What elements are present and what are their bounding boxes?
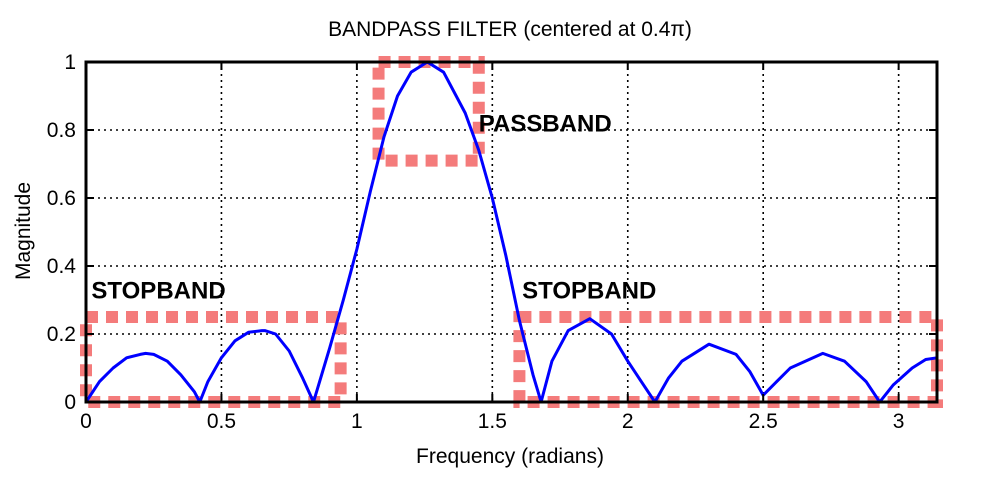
y-tick-label: 0.6 xyxy=(47,187,76,210)
y-tick-label: 0.4 xyxy=(47,255,77,278)
grid-lines xyxy=(86,62,937,402)
x-tick-label: 0.5 xyxy=(207,410,236,433)
tick-labels: 0 0.5 1 1.5 2 2.5 3 0 0.2 0.4 0.6 0.8 1 xyxy=(47,51,905,433)
x-tick-label: 3 xyxy=(893,410,905,433)
chart-title: BANDPASS FILTER (centered at 0.4π) xyxy=(328,18,692,41)
x-tick-label: 1 xyxy=(351,410,363,433)
tick-marks xyxy=(85,61,937,403)
axes-frame xyxy=(84,60,939,404)
x-tick-label: 0 xyxy=(80,410,92,433)
x-axis-label: Frequency (radians) xyxy=(416,445,604,468)
y-tick-label: 0.2 xyxy=(47,323,76,346)
response-curve-layer xyxy=(84,60,938,404)
x-tick-label: 2 xyxy=(622,410,634,433)
stopband-annotation: STOPBAND xyxy=(91,277,225,304)
annotations: PASSBAND STOPBAND STOPBAND xyxy=(91,111,656,305)
passband-annotation: PASSBAND xyxy=(479,111,612,138)
y-axis-label: Magnitude xyxy=(12,182,35,280)
y-tick-label: 0 xyxy=(64,391,76,414)
y-tick-label: 0.8 xyxy=(47,119,76,142)
band-box xyxy=(513,311,943,408)
y-tick-label: 1 xyxy=(64,51,76,74)
stopband-annotation: STOPBAND xyxy=(522,277,656,304)
x-tick-label: 2.5 xyxy=(749,410,778,433)
response-curve xyxy=(84,60,938,404)
x-tick-label: 1.5 xyxy=(478,410,507,433)
